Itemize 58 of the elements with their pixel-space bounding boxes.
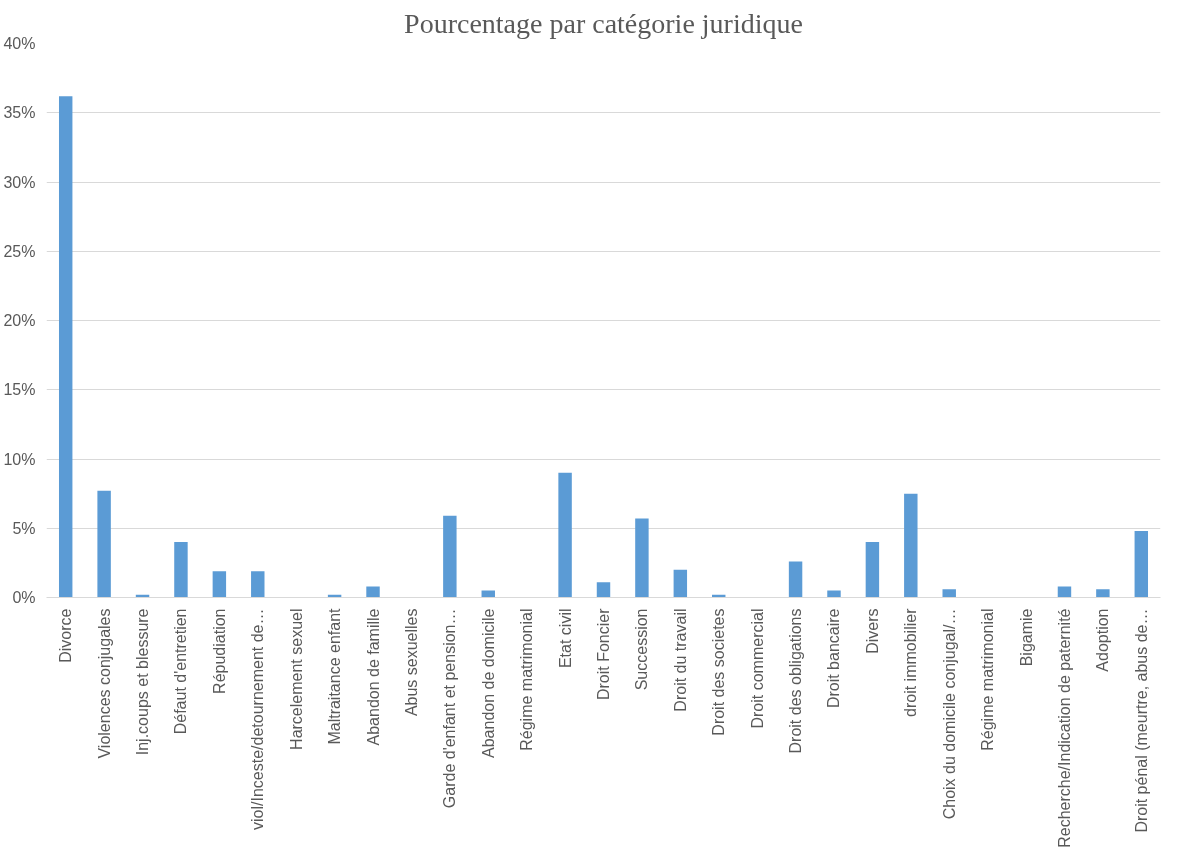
- x-tick-label: Droit bancaire: [825, 608, 843, 709]
- y-tick-label: 0%: [12, 589, 36, 606]
- x-tick-label: droit immobilier: [902, 607, 920, 717]
- x-tick-label: Droit pénal (meurtre, abus de…: [1132, 608, 1150, 833]
- bar: [174, 542, 188, 598]
- x-tick-label: Droit Foncier: [595, 607, 612, 701]
- x-tick-label: Inj.coups et blessure: [134, 608, 152, 756]
- x-tick-label: Divorce: [57, 608, 75, 663]
- y-tick-label: 35%: [3, 104, 36, 122]
- x-tick-label: Régime matrimonial: [979, 608, 997, 751]
- bar: [942, 589, 956, 598]
- bar: [788, 561, 803, 598]
- x-tick-label: Répudiation: [210, 608, 228, 694]
- bar: [212, 571, 227, 598]
- y-tick-label: 10%: [3, 450, 36, 468]
- bar: [1096, 589, 1110, 598]
- x-tick-label: Abandon de domicile: [479, 608, 497, 758]
- bar: [443, 515, 457, 598]
- bar: [1134, 531, 1149, 598]
- x-tick-label: Droit des societes: [710, 608, 728, 736]
- x-tick-label: Succession: [633, 608, 651, 691]
- x-tick-label: Droit commercial: [748, 608, 766, 729]
- x-tick-label: Abandon de famille: [364, 608, 382, 746]
- x-tick-label: Violences conjugales: [95, 608, 113, 759]
- y-tick-label: 25%: [3, 242, 36, 260]
- x-tick-label: Régime matrimonial: [518, 608, 536, 751]
- y-tick-label: 40%: [3, 35, 36, 52]
- bar: [366, 586, 380, 598]
- bar: [1057, 586, 1072, 598]
- bar: [635, 518, 649, 598]
- bar: [827, 590, 841, 598]
- chart-title: Pourcentage par catégorie juridique: [404, 7, 803, 39]
- x-tick-label: Abus sexuelles: [402, 608, 420, 717]
- x-tick-label: Harcelement sexuel: [287, 608, 305, 750]
- x-tick-label: Garde d'enfant et pension…: [441, 608, 459, 809]
- y-tick-label: 5%: [12, 519, 36, 537]
- x-tick-label: Adoption: [1094, 608, 1112, 672]
- bar: [97, 490, 111, 598]
- bar: [251, 571, 265, 598]
- x-tick-label: Droit du travail: [671, 608, 689, 712]
- x-tick-label: Choix du domicile conjugal/…: [940, 608, 958, 820]
- bar: [558, 472, 572, 598]
- x-tick-label: Etat civil: [556, 608, 574, 669]
- y-tick-label: 30%: [3, 173, 36, 191]
- bar: [673, 569, 688, 598]
- y-tick-label: 20%: [3, 312, 36, 329]
- x-tick-label: Divers: [863, 608, 881, 654]
- y-tick-label: 15%: [3, 381, 36, 399]
- bar: [865, 542, 880, 598]
- x-tick-label: Droit des obligations: [787, 608, 805, 754]
- x-tick-label: Bigamie: [1017, 608, 1035, 667]
- bar: [596, 582, 611, 598]
- x-tick-label: viol/Inceste/detournement de…: [249, 608, 267, 830]
- x-tick-label: Maltraitance enfant: [326, 607, 344, 745]
- x-tick-label: Défaut d'entretien: [172, 608, 190, 735]
- x-tick-label: Recherche/Indication de paternité: [1055, 608, 1073, 848]
- bar: [904, 493, 918, 598]
- bar: [58, 96, 73, 598]
